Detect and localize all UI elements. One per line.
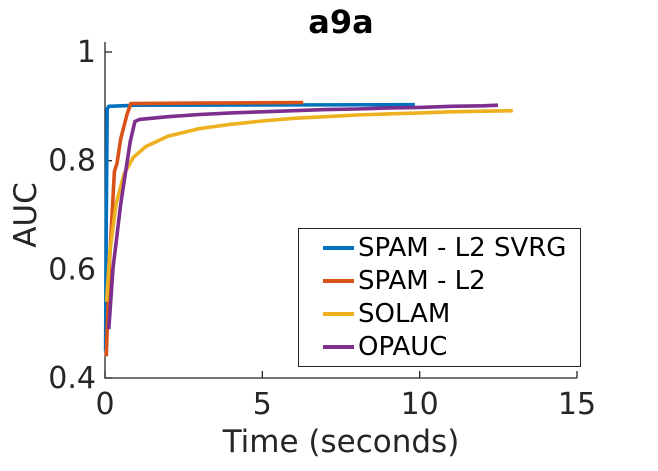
legend-item: SPAM - L2 SVRG bbox=[299, 231, 580, 264]
x-tick-label: 0 bbox=[95, 387, 114, 422]
x-tick-label: 15 bbox=[558, 387, 596, 422]
legend-line-swatch bbox=[323, 345, 354, 350]
legend-label: OPAUC bbox=[358, 332, 448, 363]
legend-label: SPAM - L2 SVRG bbox=[358, 232, 567, 263]
series-line-opauc bbox=[107, 103, 499, 330]
y-tick-label: 0.4 bbox=[48, 361, 96, 396]
y-tick-label: 1 bbox=[77, 35, 96, 70]
legend-line-swatch bbox=[323, 278, 354, 283]
legend-item: OPAUC bbox=[299, 331, 580, 364]
legend-label: SOLAM bbox=[358, 299, 451, 330]
series-line-spam-l2 bbox=[104, 100, 304, 357]
series-line-solam bbox=[104, 108, 513, 303]
series-line-spam-l2-svrg bbox=[103, 102, 415, 351]
y-tick-label: 0.8 bbox=[48, 144, 96, 179]
legend-item: SOLAM bbox=[299, 298, 580, 331]
legend-label: SPAM - L2 bbox=[358, 265, 486, 296]
x-tick-label: 10 bbox=[401, 387, 439, 422]
legend: SPAM - L2 SVRG SPAM - L2 SOLAM OPAUC bbox=[298, 228, 581, 367]
chart-title: a9a bbox=[308, 3, 374, 41]
x-tick-label: 5 bbox=[253, 387, 272, 422]
y-tick-label: 0.6 bbox=[48, 252, 96, 287]
legend-item: SPAM - L2 bbox=[299, 264, 580, 297]
legend-line-swatch bbox=[323, 312, 354, 317]
legend-line-swatch bbox=[323, 245, 354, 250]
x-axis-label: Time (seconds) bbox=[222, 424, 460, 460]
